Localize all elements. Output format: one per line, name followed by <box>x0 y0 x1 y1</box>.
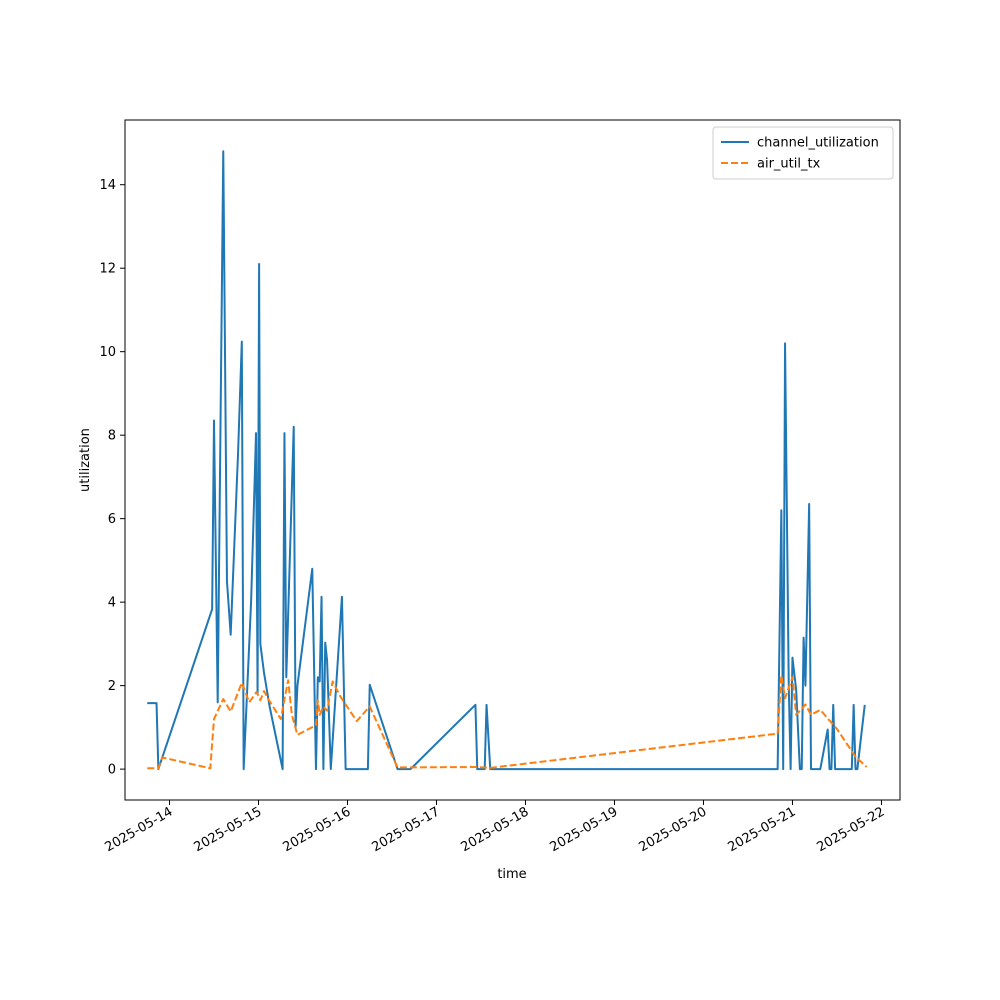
y-axis: 0 2 4 6 8 10 12 14 <box>99 178 125 778</box>
y-tick-label: 0 <box>108 763 116 778</box>
y-tick-label: 2 <box>108 679 116 694</box>
y-tick-label: 12 <box>99 262 116 277</box>
x-axis-label: time <box>497 867 526 882</box>
legend: channel_utilization air_util_tx <box>712 126 894 180</box>
y-tick-label: 8 <box>108 429 116 444</box>
legend-label-air_util_tx: air_util_tx <box>757 157 821 172</box>
plot-area-frame <box>124 119 901 801</box>
y-tick-label: 14 <box>99 178 116 193</box>
y-tick-label: 10 <box>99 345 116 360</box>
plot-lines <box>147 150 868 771</box>
legend-label-channel_utilization: channel_utilization <box>757 136 879 151</box>
series-line-channel_utilization <box>147 150 866 771</box>
y-tick-label: 4 <box>108 596 116 611</box>
series-line-air_util_tx <box>147 674 868 770</box>
y-tick-label: 6 <box>108 512 116 527</box>
legend-box <box>712 126 894 180</box>
y-axis-label: utilization <box>78 428 93 492</box>
